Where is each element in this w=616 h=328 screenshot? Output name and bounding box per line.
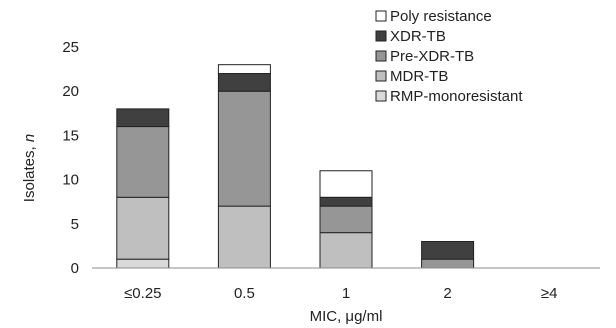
bar-segment-mdr-tb [319, 232, 373, 269]
bar-segment-mdr-tb [217, 205, 271, 269]
y-axis-ticks: 0 5 10 15 20 25 [62, 39, 79, 277]
x-tick-label: 0.5 [234, 285, 255, 302]
y-axis-title-main: Isolates, [21, 142, 38, 202]
bar-segment-rmp-monoresistant [116, 258, 170, 269]
legend-label-mdr-tb: MDR-TB [390, 68, 448, 85]
y-tick-label: 20 [62, 83, 79, 100]
y-axis-title-italic: n [21, 134, 38, 142]
legend-swatch-pre-xdr-tb [375, 50, 387, 62]
x-tick-label: ≥4 [541, 285, 558, 302]
bar-segment-pre-xdr-tb [217, 90, 271, 207]
x-tick-label: 1 [342, 285, 350, 302]
bar-segment-poly-resistance [217, 64, 271, 75]
bar-segment-xdr-tb [217, 73, 271, 92]
y-tick-label: 5 [71, 216, 79, 233]
y-tick-label: 25 [62, 39, 79, 56]
x-tick-label: ≤0.25 [124, 285, 161, 302]
bar-segment-pre-xdr-tb [116, 126, 170, 198]
y-tick-label: 0 [71, 260, 79, 277]
x-axis-ticks: ≤0.25 0.5 1 2 ≥4 [124, 285, 557, 302]
bar-segment-xdr-tb [116, 108, 170, 128]
bar-segment-pre-xdr-tb [319, 205, 373, 234]
legend-label-pre-xdr-tb: Pre-XDR-TB [390, 48, 474, 65]
y-axis-title: Isolates, n [21, 134, 38, 202]
plot-area [116, 64, 475, 269]
bar-segment-pre-xdr-tb [421, 258, 475, 269]
legend-label-rmp-monoresistant: RMP-monoresistant [390, 88, 523, 105]
legend-swatch-mdr-tb [375, 70, 387, 82]
legend-swatch-xdr-tb [375, 30, 387, 42]
bar-segment-poly-resistance [319, 170, 373, 198]
legend-swatch-poly-resistance [375, 10, 387, 22]
y-tick-label: 15 [62, 127, 79, 144]
legend-swatch-rmp-monoresistant [375, 90, 387, 102]
x-tick-label: 2 [443, 285, 451, 302]
bar-segment-xdr-tb [421, 240, 475, 260]
bar-segment-xdr-tb [319, 196, 373, 207]
x-axis-title: MIC, μg/ml [310, 308, 383, 325]
legend: Poly resistance XDR-TB Pre-XDR-TB MDR-TB RMP… [375, 8, 523, 105]
legend-label-poly-resistance: Poly resistance [390, 8, 492, 25]
y-tick-label: 10 [62, 172, 79, 189]
bar-segment-mdr-tb [116, 196, 170, 260]
legend-label-xdr-tb: XDR-TB [390, 28, 446, 45]
